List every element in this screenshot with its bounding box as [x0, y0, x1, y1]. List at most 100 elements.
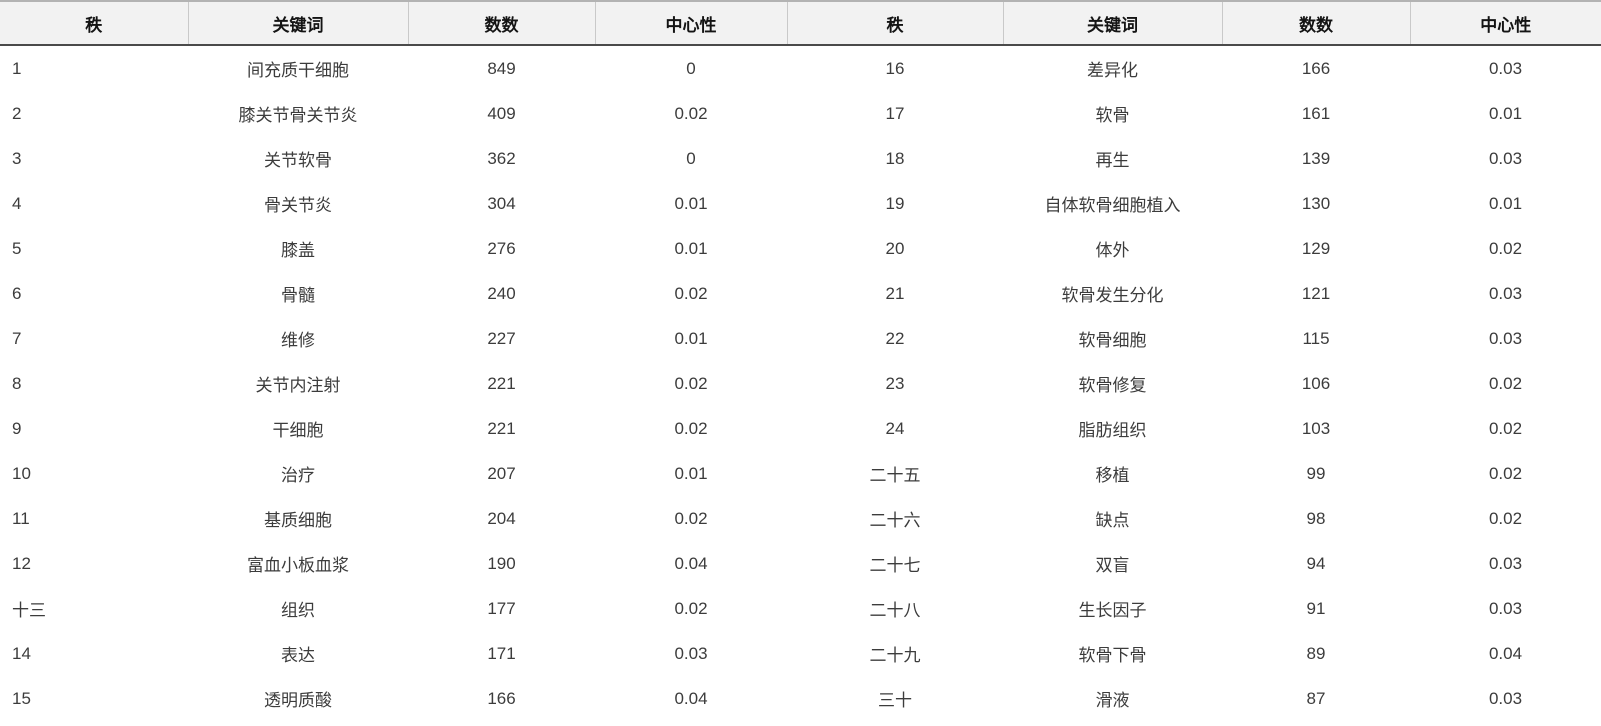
count-cell: 166	[487, 688, 516, 708]
centrality-cell: 0.01	[1488, 193, 1523, 213]
count-cell: 409	[487, 103, 516, 123]
col-header-keyword-right: 关键词	[1002, 0, 1222, 46]
count-cell: 171	[487, 643, 516, 663]
keyword-cell: 软骨发生分化	[1061, 286, 1164, 305]
centrality-cell: 0.03	[1488, 283, 1523, 303]
keyword-cell: 滑液	[1095, 691, 1130, 710]
centrality-cell: 0.03	[1488, 553, 1523, 573]
count-cell: 204	[487, 508, 516, 528]
centrality-cell: 0.02	[1488, 418, 1523, 438]
count-cell: 103	[1301, 418, 1331, 438]
rank-cell: 22	[885, 328, 905, 348]
keyword-cell: 软骨修复	[1078, 376, 1147, 395]
count-cell: 87	[1306, 688, 1326, 708]
count-cell: 98	[1306, 508, 1326, 528]
keyword-cell: 基质细胞	[264, 511, 332, 530]
count-cell: 849	[487, 58, 516, 78]
keyword-cell: 体外	[1095, 241, 1130, 260]
keyword-cell: 软骨细胞	[1078, 331, 1147, 350]
count-cell: 240	[487, 283, 516, 303]
keyword-cell: 间充质干细胞	[247, 61, 349, 80]
rank-cell: 3	[12, 148, 22, 168]
keyword-cell: 双盲	[1095, 556, 1130, 575]
count-cell: 91	[1306, 598, 1326, 618]
table-body: 1 间充质干细胞 849 0 16 差异化 166 0.03 2 膝关节骨关节炎 409 0.02 17…	[0, 45, 1601, 721]
centrality-cell: 0.01	[674, 328, 708, 348]
centrality-cell: 0.02	[1488, 463, 1523, 483]
keyword-cell: 治疗	[281, 466, 315, 485]
table-row: 4 骨关节炎 304 0.01 19 自体软骨细胞植入 130 0.01	[0, 181, 1601, 226]
centrality-cell: 0.02	[674, 598, 708, 618]
count-cell: 362	[487, 148, 516, 168]
table-row: 12 富血小板血浆 190 0.04 二十七 双盲 94 0.03	[0, 541, 1601, 586]
centrality-cell: 0.02	[674, 418, 708, 438]
keyword-cell: 干细胞	[272, 421, 324, 440]
centrality-cell: 0	[686, 148, 696, 168]
rank-cell: 7	[12, 328, 22, 348]
keyword-cell: 透明质酸	[264, 691, 332, 710]
count-cell: 221	[487, 418, 516, 438]
count-cell: 221	[487, 373, 516, 393]
rank-cell: 十三	[12, 601, 46, 620]
keyword-cell: 生长因子	[1078, 601, 1147, 620]
centrality-cell: 0.04	[674, 553, 708, 573]
centrality-cell: 0.02	[674, 283, 708, 303]
centrality-cell: 0.03	[1488, 328, 1523, 348]
keyword-cell: 关节软骨	[264, 151, 332, 170]
centrality-cell: 0.02	[1488, 373, 1523, 393]
count-cell: 106	[1301, 373, 1331, 393]
col-header-count-left: 数数	[407, 0, 595, 46]
table-row: 2 膝关节骨关节炎 409 0.02 17 软骨 161 0.01	[0, 91, 1601, 136]
table-row: 10 治疗 207 0.01 二十五 移植 99 0.02	[0, 451, 1601, 496]
keyword-cell: 脂肪组织	[1078, 421, 1147, 440]
count-cell: 304	[487, 193, 516, 213]
count-cell: 166	[1301, 58, 1331, 78]
centrality-cell: 0.01	[674, 238, 708, 258]
table-row: 9 干细胞 221 0.02 24 脂肪组织 103 0.02	[0, 406, 1601, 451]
rank-cell: 二十八	[869, 601, 921, 620]
count-cell: 227	[487, 328, 516, 348]
keyword-cell: 维修	[281, 331, 315, 350]
col-header-keyword-left: 关键词	[187, 0, 408, 46]
count-cell: 121	[1301, 283, 1331, 303]
keyword-cell: 表达	[281, 646, 315, 665]
keyword-cell: 缺点	[1095, 511, 1130, 530]
header-row: 秩 关键词 数数 中心性 秩 关键词 数数 中心性	[0, 0, 1601, 46]
col-header-count-right: 数数	[1221, 0, 1410, 46]
keyword-cell: 骨关节炎	[264, 196, 332, 215]
col-header-rank-left: 秩	[0, 0, 188, 46]
count-cell: 207	[487, 463, 516, 483]
centrality-cell: 0.04	[674, 688, 708, 708]
rank-cell: 19	[885, 193, 905, 213]
count-cell: 276	[487, 238, 516, 258]
keyword-cell: 差异化	[1087, 61, 1138, 80]
count-cell: 130	[1301, 193, 1331, 213]
rank-cell: 16	[885, 58, 905, 78]
col-header-centrality-left: 中心性	[594, 0, 787, 46]
centrality-cell: 0.01	[674, 463, 708, 483]
rank-cell: 二十九	[869, 646, 921, 665]
table-row: 11 基质细胞 204 0.02 二十六 缺点 98 0.02	[0, 496, 1601, 541]
rank-cell: 二十五	[869, 466, 921, 485]
rank-cell: 21	[885, 283, 905, 303]
table-row: 8 关节内注射 221 0.02 23 软骨修复 106 0.02	[0, 361, 1601, 406]
centrality-cell: 0.02	[674, 508, 708, 528]
table-row: 15 透明质酸 166 0.04 三十 滑液 87 0.03	[0, 676, 1601, 721]
centrality-cell: 0.03	[1488, 598, 1523, 618]
count-cell: 99	[1306, 463, 1326, 483]
rank-cell: 23	[885, 373, 905, 393]
rank-cell: 6	[12, 283, 22, 303]
rank-cell: 20	[885, 238, 905, 258]
rank-cell: 11	[12, 508, 30, 528]
col-header-centrality-right: 中心性	[1409, 0, 1601, 46]
centrality-cell: 0.03	[1488, 688, 1523, 708]
keyword-cell: 关节内注射	[255, 376, 341, 395]
table-row: 3 关节软骨 362 0 18 再生 139 0.03	[0, 136, 1601, 181]
count-cell: 139	[1301, 148, 1331, 168]
centrality-cell: 0.03	[1488, 148, 1523, 168]
rank-cell: 12	[12, 553, 31, 573]
centrality-cell: 0.04	[1488, 643, 1523, 663]
centrality-cell: 0.02	[674, 373, 708, 393]
